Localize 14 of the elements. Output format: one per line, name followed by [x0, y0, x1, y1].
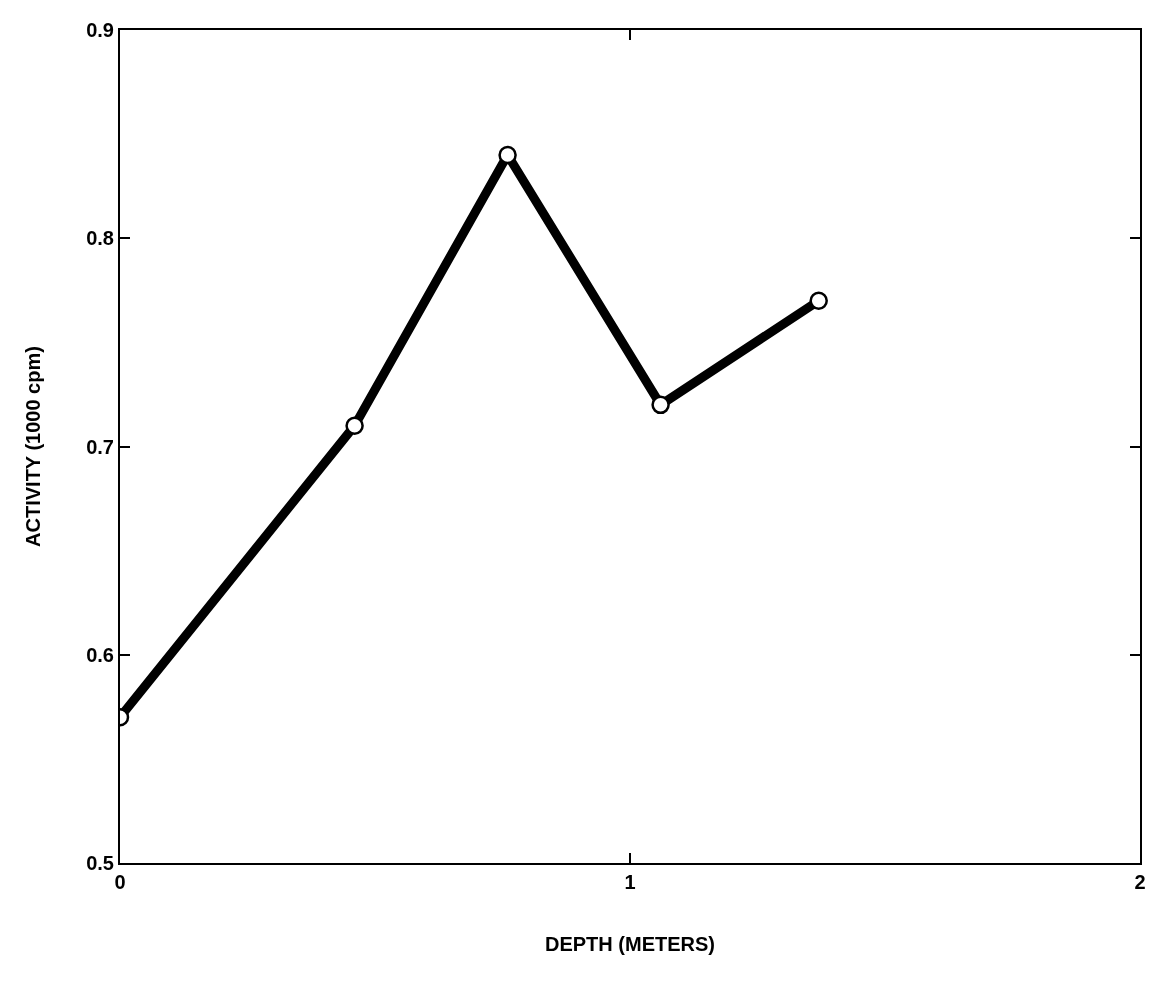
- y-tick-label: 0.9: [86, 19, 114, 41]
- y-tick-label: 0.5: [86, 852, 114, 874]
- y-tick-label: 0.7: [86, 435, 114, 458]
- x-tick-label: 0: [114, 871, 126, 893]
- x-tick-label: 1: [624, 871, 636, 893]
- point: [345, 416, 364, 435]
- x-axis-title: DEPTH (METERS): [545, 933, 715, 955]
- point: [651, 395, 670, 415]
- point: [809, 291, 828, 310]
- x-tick-label: 2: [1134, 871, 1146, 893]
- y-axis-title: ACTIVITY (1000 cpm): [22, 346, 45, 547]
- y-tick-label: 0.8: [86, 227, 114, 250]
- point: [498, 145, 517, 165]
- y-tick-label: 0.6: [86, 643, 114, 666]
